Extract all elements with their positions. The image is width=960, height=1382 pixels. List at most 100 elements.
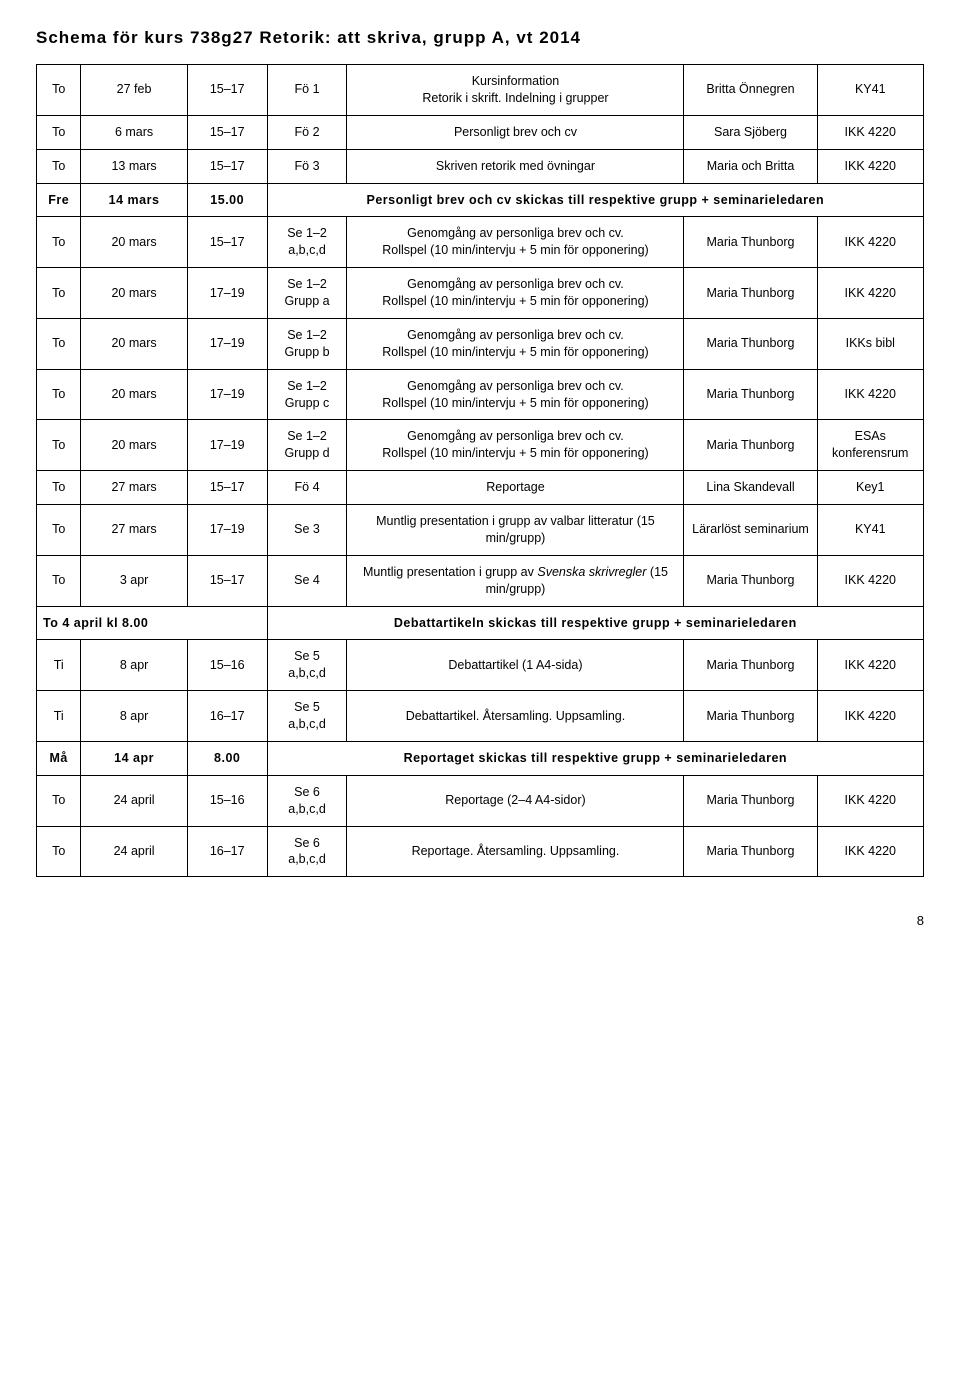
cell: Fö 2	[267, 115, 347, 149]
cell: IKK 4220	[817, 268, 923, 319]
cell: Debattartikeln skickas till respektive g…	[267, 606, 923, 640]
cell: 16–17	[187, 826, 267, 877]
table-row: To 4 april kl 8.00Debattartikeln skickas…	[37, 606, 924, 640]
table-row: To27 feb15–17Fö 1KursinformationRetorik …	[37, 65, 924, 116]
cell: Reportage (2–4 A4-sidor)	[347, 775, 684, 826]
cell: Maria Thunborg	[684, 217, 817, 268]
cell: 15–16	[187, 775, 267, 826]
cell: 15–17	[187, 149, 267, 183]
cell: Debattartikel (1 A4-sida)	[347, 640, 684, 691]
cell: Se 5a,b,c,d	[267, 691, 347, 742]
cell: Maria Thunborg	[684, 555, 817, 606]
cell: 8.00	[187, 741, 267, 775]
cell: Se 1–2a,b,c,d	[267, 217, 347, 268]
table-row: Ti8 apr16–17Se 5a,b,c,dDebattartikel. Åt…	[37, 691, 924, 742]
cell: 3 apr	[81, 555, 187, 606]
page-number: 8	[36, 913, 924, 928]
cell: Genomgång av personliga brev och cv.Roll…	[347, 318, 684, 369]
cell: 8 apr	[81, 640, 187, 691]
cell: Maria Thunborg	[684, 775, 817, 826]
cell: 15–17	[187, 115, 267, 149]
table-row: To24 april16–17Se 6a,b,c,dReportage. Åte…	[37, 826, 924, 877]
table-row: To20 mars15–17Se 1–2a,b,c,dGenomgång av …	[37, 217, 924, 268]
cell: 27 mars	[81, 471, 187, 505]
cell: Reportage. Återsamling. Uppsamling.	[347, 826, 684, 877]
cell: ESAs konferensrum	[817, 420, 923, 471]
cell: To	[37, 420, 81, 471]
cell: 8 apr	[81, 691, 187, 742]
cell: 20 mars	[81, 420, 187, 471]
cell: Skriven retorik med övningar	[347, 149, 684, 183]
cell: Maria Thunborg	[684, 369, 817, 420]
cell: 15–17	[187, 555, 267, 606]
cell: IKK 4220	[817, 640, 923, 691]
cell: 17–19	[187, 505, 267, 556]
table-row: To27 mars15–17Fö 4ReportageLina Skandeva…	[37, 471, 924, 505]
cell: Fö 4	[267, 471, 347, 505]
cell: To	[37, 268, 81, 319]
schedule-table: To27 feb15–17Fö 1KursinformationRetorik …	[36, 64, 924, 877]
cell: 17–19	[187, 318, 267, 369]
cell: 20 mars	[81, 369, 187, 420]
cell: 15–17	[187, 217, 267, 268]
cell: 15–16	[187, 640, 267, 691]
table-row: To24 april15–16Se 6a,b,c,dReportage (2–4…	[37, 775, 924, 826]
cell: 24 april	[81, 826, 187, 877]
cell: 13 mars	[81, 149, 187, 183]
cell: Fö 3	[267, 149, 347, 183]
cell: To	[37, 318, 81, 369]
cell: 20 mars	[81, 268, 187, 319]
cell: To	[37, 149, 81, 183]
table-row: To20 mars17–19Se 1–2Grupp cGenomgång av …	[37, 369, 924, 420]
cell: Må	[37, 741, 81, 775]
cell: 14 apr	[81, 741, 187, 775]
cell: IKK 4220	[817, 115, 923, 149]
cell: 16–17	[187, 691, 267, 742]
cell: 14 mars	[81, 183, 187, 217]
cell: Debattartikel. Återsamling. Uppsamling.	[347, 691, 684, 742]
cell: 20 mars	[81, 318, 187, 369]
cell: To	[37, 369, 81, 420]
cell: To	[37, 217, 81, 268]
table-row: To6 mars15–17Fö 2Personligt brev och cvS…	[37, 115, 924, 149]
cell: Se 6a,b,c,d	[267, 775, 347, 826]
cell: To	[37, 775, 81, 826]
cell: Maria Thunborg	[684, 318, 817, 369]
cell: IKK 4220	[817, 775, 923, 826]
cell: KY41	[817, 505, 923, 556]
cell: To 4 april kl 8.00	[37, 606, 268, 640]
cell: Lina Skandevall	[684, 471, 817, 505]
cell: IKK 4220	[817, 149, 923, 183]
table-row: To27 mars17–19Se 3Muntlig presentation i…	[37, 505, 924, 556]
cell: To	[37, 471, 81, 505]
cell: 20 mars	[81, 217, 187, 268]
cell: Se 1–2Grupp a	[267, 268, 347, 319]
cell: Se 1–2Grupp c	[267, 369, 347, 420]
cell: 17–19	[187, 420, 267, 471]
cell: Personligt brev och cv	[347, 115, 684, 149]
cell: 15–17	[187, 65, 267, 116]
cell: Maria och Britta	[684, 149, 817, 183]
cell: Fre	[37, 183, 81, 217]
cell: 6 mars	[81, 115, 187, 149]
cell: IKKs bibl	[817, 318, 923, 369]
table-row: To20 mars17–19Se 1–2Grupp dGenomgång av …	[37, 420, 924, 471]
table-row: To20 mars17–19Se 1–2Grupp bGenomgång av …	[37, 318, 924, 369]
cell: Reportaget skickas till respektive grupp…	[267, 741, 923, 775]
cell: To	[37, 555, 81, 606]
table-row: To13 mars15–17Fö 3Skriven retorik med öv…	[37, 149, 924, 183]
cell: To	[37, 826, 81, 877]
cell: Ti	[37, 640, 81, 691]
cell: Britta Önnegren	[684, 65, 817, 116]
table-row: Ti8 apr15–16Se 5a,b,c,dDebattartikel (1 …	[37, 640, 924, 691]
cell: Maria Thunborg	[684, 691, 817, 742]
page-title: Schema för kurs 738g27 Retorik: att skri…	[36, 28, 924, 48]
cell: Sara Sjöberg	[684, 115, 817, 149]
cell: 15–17	[187, 471, 267, 505]
cell: To	[37, 65, 81, 116]
cell: To	[37, 505, 81, 556]
cell: Genomgång av personliga brev och cv.Roll…	[347, 217, 684, 268]
cell: Maria Thunborg	[684, 268, 817, 319]
cell: 15.00	[187, 183, 267, 217]
cell: 17–19	[187, 369, 267, 420]
